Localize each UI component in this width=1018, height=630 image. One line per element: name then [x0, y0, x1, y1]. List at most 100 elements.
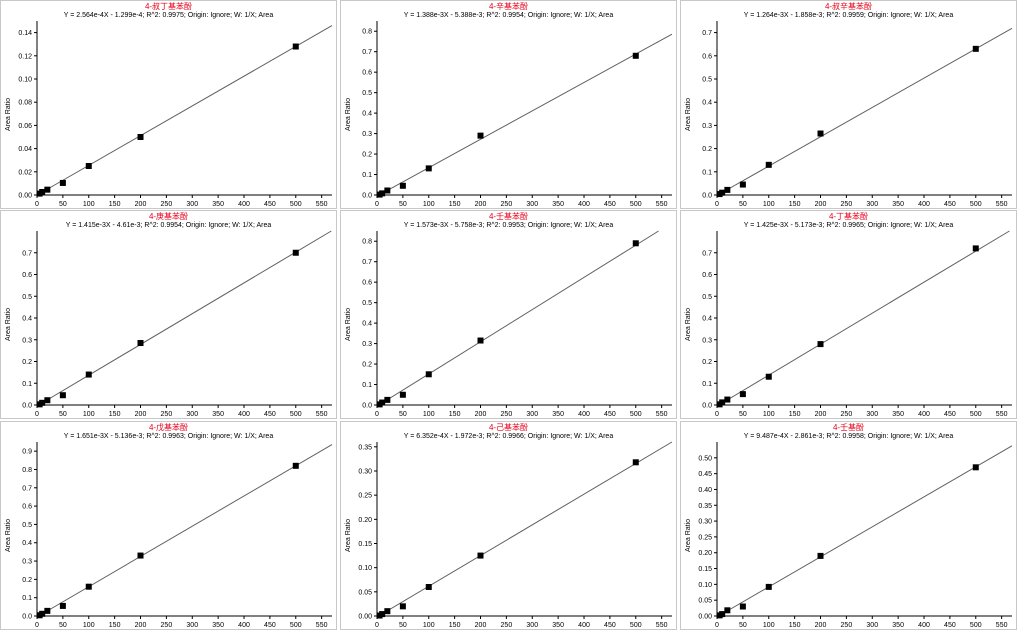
x-tick-label: 150: [789, 411, 801, 418]
data-point: [137, 340, 144, 347]
y-tick-label: 0.50: [698, 455, 712, 462]
x-tick-label: 300: [866, 201, 878, 208]
y-tick-label: 0.7: [702, 250, 712, 257]
x-tick-label: 500: [970, 411, 982, 418]
calibration-panel: 4-叔丁基苯酚 Y = 2.564e-4X - 1.299e-4; R^2: 0.…: [0, 0, 337, 209]
y-tick-label: 0.1: [362, 382, 372, 389]
data-point: [765, 583, 772, 590]
data-point: [399, 603, 406, 610]
y-tick-label: 0.0: [22, 614, 32, 621]
y-tick-label: 0.5: [362, 300, 372, 307]
x-tick-label: 50: [399, 411, 407, 418]
plot-svg: 0.0 0.1 0.2 0.3 0.4 0.5 0.6 0.7 0.8 0.9 0 50 100 150 2…: [22, 442, 333, 629]
data-point: [292, 43, 299, 50]
y-tick-label: 0.05: [698, 598, 712, 605]
x-tick-label: 100: [423, 411, 435, 418]
y-tick-label: 0.0: [22, 403, 32, 410]
x-tick-label: 250: [841, 201, 853, 208]
y-tick-label: 0.2: [702, 146, 712, 153]
data-point: [137, 134, 144, 140]
y-tick-label: 0.06: [18, 123, 32, 130]
regression-equation: Y = 1.264e-3X - 1.858e-3; R^2: 0.9959; O…: [743, 12, 954, 19]
x-tick-label: 0: [35, 411, 39, 418]
calibration-panel: 4-叔辛基苯酚 Y = 1.264e-3X - 1.858e-3; R^2: 0.…: [680, 0, 1017, 209]
x-tick-label: 400: [238, 201, 250, 208]
x-tick-label: 200: [815, 622, 827, 629]
x-tick-label: 150: [789, 201, 801, 208]
x-tick-label: 0: [35, 201, 39, 208]
data-point: [739, 391, 746, 398]
data-point: [44, 607, 51, 614]
calibration-panel: 4-壬基酚 Y = 9.487e-4X - 2.861e-3; R^2: 0.99…: [680, 421, 1017, 630]
plot-svg: 0.0 0.1 0.2 0.3 0.4 0.5 0.6 0.7 0.8 0 50 100 150 200 2…: [362, 230, 672, 418]
x-tick-label: 250: [501, 622, 513, 629]
y-tick-label: 0.20: [698, 550, 712, 557]
y-tick-label: 0.15: [698, 566, 712, 573]
x-tick-label: 500: [630, 622, 642, 629]
data-point: [399, 182, 406, 189]
x-tick-label: 300: [866, 622, 878, 629]
regression-equation: Y = 1.425e-3X - 5.173e-3; R^2: 0.9965; O…: [743, 222, 954, 229]
y-tick-label: 0.7: [702, 30, 712, 37]
regression-equation: Y = 1.573e-3X - 5.758e-3; R^2: 0.9953; O…: [403, 222, 614, 229]
data-point: [719, 611, 726, 618]
x-tick-label: 350: [552, 622, 564, 629]
y-tick-label: 0.5: [22, 294, 32, 301]
y-tick-label: 0.0: [362, 193, 372, 200]
x-tick-label: 100: [763, 411, 775, 418]
data-point: [425, 165, 432, 172]
x-tick-label: 200: [475, 622, 487, 629]
x-tick-label: 0: [715, 411, 719, 418]
x-tick-label: 400: [578, 622, 590, 629]
data-point: [39, 399, 46, 406]
y-tick-label: 0.1: [702, 381, 712, 388]
x-tick-label: 550: [996, 622, 1008, 629]
plot-svg: 0.0 0.1 0.2 0.3 0.4 0.5 0.6 0.7 0 50 100 150 200 250 3…: [702, 21, 1013, 208]
y-tick-label: 0.3: [362, 131, 372, 138]
calibration-panel: 4-丁基苯酚 Y = 1.425e-3X - 5.173e-3; R^2: 0.9…: [680, 210, 1017, 419]
x-tick-label: 50: [739, 201, 747, 208]
data-point: [719, 189, 726, 196]
x-tick-label: 200: [815, 201, 827, 208]
x-tick-label: 0: [375, 201, 379, 208]
data-point: [477, 552, 484, 559]
x-tick-label: 250: [501, 201, 513, 208]
data-point: [817, 341, 824, 348]
y-tick-label: 0.4: [22, 540, 32, 547]
plot-svg: 0.00 0.05 0.10 0.15 0.20 0.25 0.30 0.35 0 50 100 15…: [358, 441, 673, 629]
y-tick-label: 0.35: [358, 444, 372, 451]
x-tick-label: 350: [892, 201, 904, 208]
y-tick-label: 0.3: [702, 337, 712, 344]
data-point: [39, 188, 46, 195]
x-tick-label: 350: [552, 411, 564, 418]
y-tick-label: 0.7: [22, 485, 32, 492]
x-tick-label: 500: [630, 411, 642, 418]
x-tick-label: 550: [316, 201, 328, 208]
x-tick-label: 50: [59, 411, 67, 418]
y-tick-label: 0.6: [702, 272, 712, 279]
x-tick-label: 100: [763, 622, 775, 629]
x-tick-label: 350: [212, 411, 224, 418]
x-tick-label: 250: [841, 622, 853, 629]
y-tick-label: 0.1: [702, 169, 712, 176]
y-tick-label: 0.14: [18, 30, 32, 37]
data-point: [765, 161, 772, 168]
x-tick-label: 0: [35, 622, 39, 629]
y-tick-label: 0.4: [22, 316, 32, 323]
x-tick-label: 100: [423, 622, 435, 629]
x-tick-label: 200: [815, 411, 827, 418]
x-tick-label: 100: [423, 201, 435, 208]
data-point: [425, 371, 432, 378]
panel-title: 4-壬基酚: [832, 423, 865, 432]
y-tick-label: 0.6: [702, 53, 712, 60]
x-tick-label: 550: [656, 411, 668, 418]
x-tick-label: 0: [715, 622, 719, 629]
x-tick-label: 100: [763, 201, 775, 208]
x-tick-label: 450: [264, 622, 276, 629]
panel-title: 4-丁基苯酚: [828, 212, 869, 221]
x-tick-label: 450: [944, 622, 956, 629]
x-tick-label: 250: [841, 411, 853, 418]
y-tick-label: 0.4: [702, 316, 712, 323]
regression-equation: Y = 1.651e-3X - 5.136e-3; R^2: 0.9963; O…: [63, 433, 274, 440]
data-point: [59, 392, 66, 399]
